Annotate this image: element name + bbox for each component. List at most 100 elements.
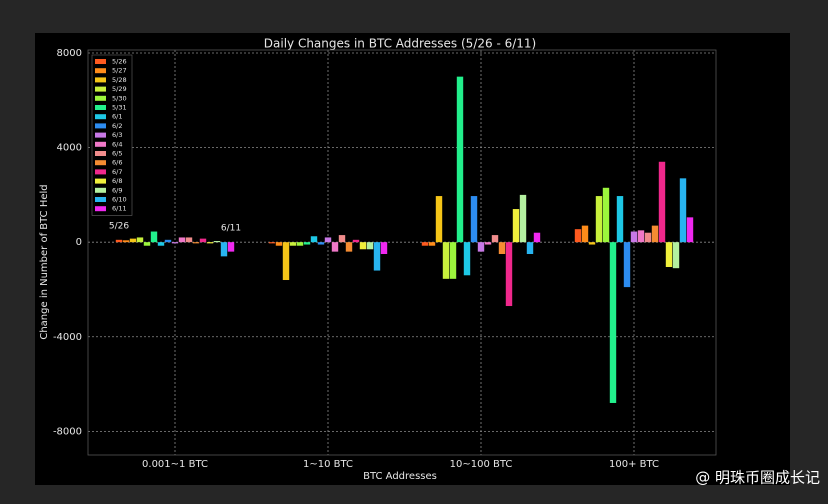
legend-label: 5/30: [112, 94, 127, 102]
bar: [595, 196, 603, 243]
bar: [275, 242, 283, 246]
bar: [665, 242, 673, 268]
bar: [359, 242, 367, 250]
legend-swatch: [95, 68, 106, 74]
plot-frame: [87, 49, 717, 456]
bar: [227, 242, 235, 252]
bar: [616, 196, 624, 243]
legend-swatch: [95, 77, 106, 83]
annotation: 5/26: [109, 221, 129, 231]
bar: [171, 242, 179, 244]
legend-swatch: [95, 206, 106, 212]
legend-label: 6/11: [112, 205, 127, 213]
bar: [470, 196, 478, 243]
bar: [213, 240, 221, 243]
legend-label: 6/9: [112, 186, 122, 194]
legend-swatch: [95, 151, 106, 156]
bar: [164, 239, 172, 243]
chart-panel: [35, 33, 790, 485]
legend-label: 5/27: [112, 67, 127, 75]
bar: [574, 229, 582, 243]
bar: [435, 196, 443, 243]
bar: [421, 242, 429, 246]
legend-label: 6/5: [112, 150, 122, 158]
legend-swatch: [95, 95, 106, 101]
bar: [498, 242, 506, 254]
y-tick-label: -8000: [53, 426, 82, 437]
bar: [526, 242, 534, 254]
legend-swatch: [95, 114, 106, 120]
legend-label: 6/7: [112, 168, 122, 176]
legend-label: 6/4: [112, 140, 122, 148]
legend-swatch: [95, 178, 106, 184]
legend-label: 5/29: [112, 85, 127, 93]
bar: [338, 235, 346, 243]
legend-swatch: [95, 187, 106, 193]
legend-label: 5/26: [112, 58, 127, 66]
x-tick-label: 100+ BTC: [609, 459, 659, 470]
x-axis-label: BTC Addresses: [363, 471, 437, 482]
bar: [519, 194, 527, 243]
bar: [317, 242, 325, 245]
y-tick-label: -4000: [53, 332, 82, 343]
bar: [686, 217, 694, 243]
bar: [366, 242, 374, 250]
bar: [303, 242, 311, 245]
bar: [324, 237, 332, 243]
bar: [651, 225, 659, 243]
bar: [192, 242, 200, 244]
bar: [122, 240, 130, 243]
bar: [136, 237, 144, 243]
y-tick-label: 4000: [57, 143, 82, 154]
legend-label: 6/6: [112, 159, 122, 167]
legend-swatch: [95, 141, 106, 147]
bar: [442, 242, 450, 279]
bar: [484, 242, 492, 245]
bar: [310, 236, 318, 243]
bar: [428, 242, 436, 246]
bar: [352, 239, 360, 243]
bar: [199, 238, 207, 243]
bar: [456, 76, 464, 243]
bar: [609, 242, 617, 403]
legend-swatch: [95, 105, 106, 110]
bar: [220, 242, 228, 257]
bar: [150, 231, 158, 243]
bar: [449, 242, 457, 279]
bar: [282, 242, 290, 281]
bar: [463, 242, 471, 276]
bar: [129, 238, 137, 243]
legend-label: 6/1: [112, 113, 122, 121]
bar: [477, 242, 485, 252]
bar: [491, 235, 499, 243]
bar: [533, 232, 541, 243]
legend-label: 6/3: [112, 131, 122, 139]
y-tick-label: 0: [76, 237, 82, 248]
legend-swatch: [95, 59, 106, 64]
bar: [644, 232, 652, 243]
bar: [143, 242, 151, 246]
y-tick-label: 8000: [57, 48, 82, 59]
bar: [602, 187, 610, 243]
bar: [581, 225, 589, 243]
bar: [672, 242, 680, 269]
bar: [373, 242, 381, 271]
legend-label: 6/10: [112, 196, 127, 204]
bar: [588, 242, 596, 245]
x-tick-label: 0.001~1 BTC: [142, 459, 208, 470]
bar: [637, 230, 645, 243]
legend-label: 6/2: [112, 122, 122, 130]
bar: [206, 242, 214, 244]
bar: [512, 209, 520, 243]
watermark: @ 明珠币圈成长记: [695, 469, 820, 487]
bar: [679, 178, 687, 243]
x-tick-label: 10~100 BTC: [450, 459, 513, 470]
bar: [178, 237, 186, 243]
bar: [345, 242, 353, 252]
bar: [658, 161, 666, 243]
bar: [115, 239, 123, 243]
legend-label: 6/8: [112, 177, 122, 185]
bar: [505, 242, 513, 307]
legend-swatch: [95, 197, 106, 202]
